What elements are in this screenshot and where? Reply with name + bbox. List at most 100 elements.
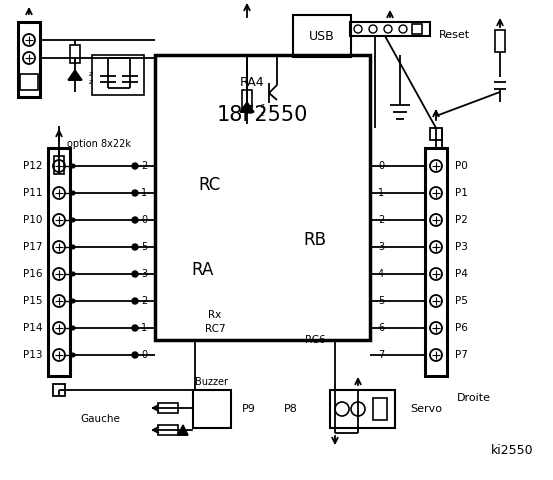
Circle shape (71, 218, 75, 222)
Text: RC7: RC7 (205, 324, 225, 334)
Text: P12: P12 (23, 161, 42, 171)
Text: P17: P17 (23, 242, 42, 252)
Text: P9: P9 (242, 404, 256, 414)
Circle shape (430, 241, 442, 253)
Text: 18F2550: 18F2550 (216, 105, 307, 125)
Text: Buzzer: Buzzer (196, 377, 228, 387)
Circle shape (430, 268, 442, 280)
Circle shape (132, 163, 138, 169)
Circle shape (430, 349, 442, 361)
Text: 4: 4 (378, 269, 384, 279)
Bar (350, 22, 430, 36)
Polygon shape (240, 102, 254, 112)
Text: P0: P0 (455, 161, 468, 171)
Circle shape (132, 244, 138, 250)
Text: P8: P8 (284, 404, 298, 414)
Text: P10: P10 (23, 215, 42, 225)
Bar (412, 24, 422, 34)
Text: P5: P5 (455, 296, 468, 306)
Text: 2: 2 (141, 161, 147, 171)
Text: 6: 6 (378, 323, 384, 333)
Text: ki2550: ki2550 (491, 444, 533, 456)
Circle shape (71, 272, 75, 276)
Text: 1: 1 (378, 188, 384, 198)
Circle shape (53, 349, 65, 361)
Bar (158, 425, 178, 435)
Text: RA4: RA4 (239, 76, 264, 89)
Text: 0: 0 (141, 350, 147, 360)
Text: 2: 2 (378, 215, 384, 225)
Circle shape (351, 402, 365, 416)
Text: P4: P4 (455, 269, 468, 279)
Bar (242, 90, 252, 108)
Text: Reset: Reset (439, 30, 470, 40)
Text: RB: RB (304, 231, 326, 249)
Circle shape (71, 245, 75, 249)
Circle shape (53, 241, 65, 253)
Bar (18, 22, 40, 97)
Bar (158, 403, 178, 413)
Text: USB: USB (309, 29, 335, 43)
Bar (54, 156, 64, 174)
Circle shape (132, 217, 138, 223)
Circle shape (132, 271, 138, 277)
Circle shape (399, 25, 407, 33)
Circle shape (53, 160, 65, 172)
Circle shape (53, 268, 65, 280)
Circle shape (132, 352, 138, 358)
Text: Droite: Droite (457, 393, 491, 403)
Text: 3: 3 (141, 269, 147, 279)
Circle shape (71, 164, 75, 168)
Circle shape (430, 322, 442, 334)
Circle shape (384, 25, 392, 33)
Circle shape (430, 160, 442, 172)
Circle shape (369, 25, 377, 33)
Circle shape (132, 325, 138, 331)
Bar (53, 384, 65, 396)
Text: Rx: Rx (208, 310, 222, 320)
Text: Gauche: Gauche (80, 414, 120, 424)
Text: z
z: z z (261, 104, 265, 117)
Text: P1: P1 (455, 188, 468, 198)
Bar (70, 45, 80, 63)
Circle shape (53, 214, 65, 226)
Text: P14: P14 (23, 323, 42, 333)
Text: Servo: Servo (410, 404, 442, 414)
Polygon shape (68, 70, 82, 80)
Circle shape (71, 191, 75, 195)
Bar (92, 55, 144, 95)
Bar (495, 30, 505, 52)
Text: 5: 5 (141, 242, 147, 252)
Text: P16: P16 (23, 269, 42, 279)
Text: 0: 0 (378, 161, 384, 171)
Text: 1: 1 (141, 188, 147, 198)
Bar (430, 128, 442, 140)
Circle shape (71, 353, 75, 357)
Bar (48, 148, 70, 376)
Text: P6: P6 (455, 323, 468, 333)
Circle shape (430, 214, 442, 226)
Circle shape (430, 187, 442, 199)
Bar (330, 390, 395, 428)
Text: P7: P7 (455, 350, 468, 360)
Text: RA: RA (192, 261, 214, 279)
Bar (20, 74, 38, 90)
Text: P11: P11 (23, 188, 42, 198)
Bar (293, 15, 351, 57)
Circle shape (132, 190, 138, 196)
Circle shape (53, 295, 65, 307)
Text: P13: P13 (23, 350, 42, 360)
Circle shape (23, 52, 35, 64)
Text: 2: 2 (141, 296, 147, 306)
Circle shape (53, 187, 65, 199)
Circle shape (132, 298, 138, 304)
Circle shape (23, 34, 35, 46)
Bar (155, 55, 370, 340)
Bar (193, 390, 231, 428)
Bar (373, 398, 387, 420)
Circle shape (335, 402, 349, 416)
Circle shape (354, 25, 362, 33)
Circle shape (71, 326, 75, 330)
Text: option 8x22k: option 8x22k (67, 139, 131, 149)
Text: 1: 1 (141, 323, 147, 333)
